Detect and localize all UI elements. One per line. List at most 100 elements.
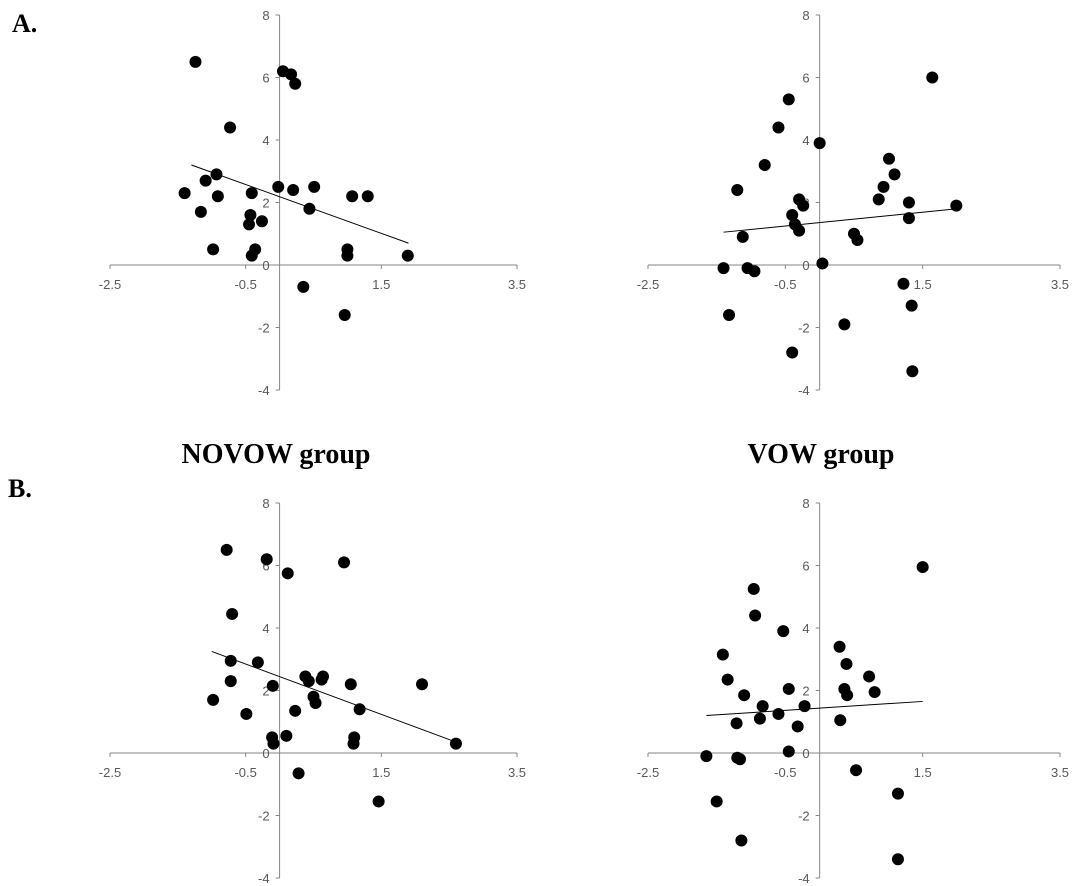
scatter-point [189,55,202,68]
scatter-point [251,656,264,669]
scatter-point [897,277,910,290]
vow-group-title: VOW group [748,439,895,470]
scatter-point [717,262,730,275]
scatter-point [338,556,351,569]
scatter-point [888,168,901,181]
scatter-point [738,689,751,702]
scatter-point [353,703,366,716]
y-tick-label: 0 [262,258,269,273]
scatter-point [793,224,806,237]
scatter-point [891,787,904,800]
scatter-point [838,318,851,331]
scatter-point [782,93,795,106]
x-tick-label: 3.5 [508,277,526,292]
scatter-point [211,190,224,203]
scatter-point [833,640,846,653]
scatter-point [210,168,223,181]
scatter-point [224,654,237,667]
scatter-point [309,697,322,709]
x-tick-label: -2.5 [637,765,659,780]
scatter-point [302,675,315,688]
x-tick-label: 3.5 [1051,277,1069,292]
scatter-point [267,737,280,750]
scatter-point [285,68,298,81]
scatter-point [372,795,385,808]
scatter-point [734,753,747,766]
scatter-point [834,714,847,727]
y-tick-label: 0 [802,258,809,273]
scatter-panel-a-novow: -2.5 -0.5 1.5 3.5 -4 -2 0 2 4 6 8 [99,8,526,398]
scatter-point [850,764,863,777]
y-tick-label: 2 [262,684,269,699]
y-tick-label: 4 [262,133,269,148]
scatter-point [700,750,713,763]
trendline [706,700,923,716]
trendline [211,650,457,743]
x-tick-label: -0.5 [234,765,256,780]
scatter-point [281,567,294,580]
scatter-point [731,184,744,196]
scatter-point [289,77,302,90]
x-tick-label: -2.5 [637,277,659,292]
scatter-point [344,678,357,691]
scatter-point [194,205,207,218]
scatter-point [287,184,300,196]
scatter-point [721,673,734,686]
y-tick-label: -4 [258,871,270,886]
scatter-point [905,299,918,312]
x-tick-label: 3.5 [508,765,526,780]
scatter-point [877,180,890,193]
scatter-point [347,737,360,750]
y-tick-label: 2 [802,684,809,699]
x-tick-label: -0.5 [774,277,796,292]
x-tick-label: 1.5 [372,277,390,292]
y-tick-label: 6 [802,71,809,86]
scatter-point [772,121,785,134]
scatter-point [816,257,829,270]
y-tick-label: 4 [802,133,809,148]
scatter-point [748,265,761,278]
scatter-point [224,675,237,688]
y-tick-label: 0 [802,746,809,761]
scatter-point [449,737,462,750]
scatter-point [361,190,374,203]
y-tick-label: 8 [802,8,809,23]
scatter-point [786,209,799,221]
scatter-point [772,707,785,720]
scatter-point [199,174,212,187]
scatter-point [243,218,256,231]
scatter-point [906,365,919,378]
x-tick-label: 3.5 [1051,765,1069,780]
scatter-point [841,689,854,702]
scatter-point [308,180,321,193]
x-tick-label: -0.5 [234,277,256,292]
scatter-point [716,648,729,661]
y-tick-label: 0 [262,746,269,761]
y-tick-label: 4 [262,621,269,636]
scatter-point [710,795,723,808]
x-tick-label: -0.5 [774,765,796,780]
y-tick-label: -2 [258,809,270,824]
scatter-point [891,853,904,866]
scatter-point [266,679,279,692]
scatter-point [315,673,328,686]
scatter-point [902,212,915,225]
panel-a-label: A. [12,9,37,38]
y-tick-label: 8 [262,8,269,23]
y-tick-label: -4 [798,871,810,886]
scatter-point [240,707,253,720]
scatter-point [840,657,853,670]
scatter-point [813,137,826,150]
scatter-point [872,193,885,206]
scatter-point [791,720,804,733]
x-tick-label: -2.5 [99,765,121,780]
scatter-point [338,309,351,321]
scatter-point [226,607,239,620]
scatter-point [735,834,748,847]
novow-group-title: NOVOW group [182,439,371,470]
scatter-point [758,159,771,171]
scatter-point [292,767,305,780]
scatter-point [245,187,258,200]
